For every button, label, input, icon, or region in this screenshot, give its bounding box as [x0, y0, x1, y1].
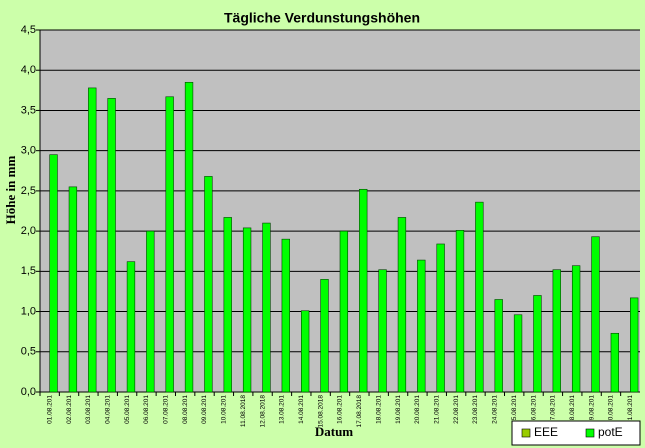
bar [397, 217, 407, 393]
bar [146, 230, 155, 393]
chart-title: Tägliche Verdunstungshöhen [224, 10, 420, 26]
x-tick-label: 06.08.201 [143, 395, 150, 424]
bar [610, 332, 620, 393]
x-tick-label: 30.08.201 [608, 395, 615, 424]
bar [533, 295, 542, 393]
bar [630, 297, 639, 393]
x-tick-label: 24.08.201 [492, 395, 499, 424]
bar [281, 238, 290, 393]
bar [455, 230, 465, 393]
legend-box [511, 420, 641, 446]
x-tick-label: 11.08.2018 [240, 395, 247, 427]
x-tick-label: 20.08.201 [414, 395, 421, 424]
title-box [203, 8, 441, 30]
bar [300, 310, 310, 393]
bar [107, 98, 116, 393]
y-tick-label: 0,5 [21, 346, 36, 358]
x-tick-label: 05.08.201 [124, 395, 131, 424]
x-tick-label: 14.08.201 [298, 395, 305, 424]
legend-label: EEE [534, 425, 558, 439]
x-tick-label: 16.08.201 [337, 395, 344, 424]
x-tick-label: 12.08.2018 [259, 395, 266, 428]
x-tick-label: 02.08.201 [66, 395, 73, 424]
bar [378, 269, 387, 393]
bar [184, 81, 194, 393]
legend-label: potE [598, 425, 623, 439]
x-tick-label: 13.08.201 [279, 395, 286, 424]
bar [571, 265, 581, 393]
x-tick-label: 22.08.201 [453, 395, 460, 424]
legend-swatch [521, 428, 531, 438]
bar [126, 261, 136, 393]
bar [475, 201, 484, 393]
bar [436, 243, 445, 393]
bar [242, 227, 252, 393]
x-tick-label: 29.08.201 [588, 395, 595, 424]
y-tick-label: 4,5 [21, 24, 36, 36]
y-tick-label: 0,0 [21, 386, 36, 398]
bar [49, 154, 58, 393]
x-tick-label: 31.08.201 [627, 395, 634, 424]
x-tick-label: 19.08.201 [395, 395, 402, 424]
x-tick-label: 10.08.201 [221, 395, 228, 424]
x-tick-label: 08.08.201 [182, 395, 189, 424]
x-tick-label: 09.08.201 [201, 395, 208, 424]
x-tick-label: 25.08.201 [511, 395, 518, 424]
x-tick-label: 04.08.201 [104, 395, 111, 424]
y-tick-label: 3,0 [21, 145, 36, 157]
x-tick-label: 23.08.201 [472, 395, 479, 424]
bar [204, 176, 213, 393]
y-tick-label: 2,5 [21, 185, 36, 197]
bar [552, 269, 561, 393]
x-tick-label: 15.08.2018 [317, 395, 324, 428]
legend-swatch [585, 428, 595, 438]
bar [359, 188, 368, 393]
bar [339, 230, 349, 393]
x-tick-label: 18.08.201 [375, 395, 382, 424]
bar [513, 314, 523, 393]
x-tick-label: 03.08.201 [85, 395, 92, 424]
x-tick-label: 26.08.201 [530, 395, 537, 424]
x-tick-label: 17.08.2018 [356, 395, 363, 428]
y-tick-label: 2,0 [21, 225, 36, 237]
bar [223, 217, 232, 393]
bar [68, 186, 78, 393]
y-axis-label: Höhe in mm [3, 156, 18, 225]
bar [165, 96, 174, 393]
y-tick-label: 1,0 [21, 305, 36, 317]
x-tick-label: 01.08.201 [46, 395, 53, 424]
bar [88, 87, 97, 393]
x-tick-label: 28.08.201 [569, 395, 576, 424]
y-tick-label: 3,5 [21, 104, 36, 116]
x-tick-label: 27.08.201 [550, 395, 557, 424]
y-tick-label: 4,0 [21, 64, 36, 76]
bar [494, 299, 503, 393]
x-axis-label: Datum [315, 424, 353, 439]
bar [417, 259, 426, 393]
bar [262, 222, 271, 393]
bar [591, 236, 600, 393]
bar [320, 279, 329, 393]
x-tick-label: 21.08.201 [433, 395, 440, 424]
x-tick-label: 07.08.201 [163, 395, 170, 424]
y-tick-label: 1,5 [21, 265, 36, 277]
